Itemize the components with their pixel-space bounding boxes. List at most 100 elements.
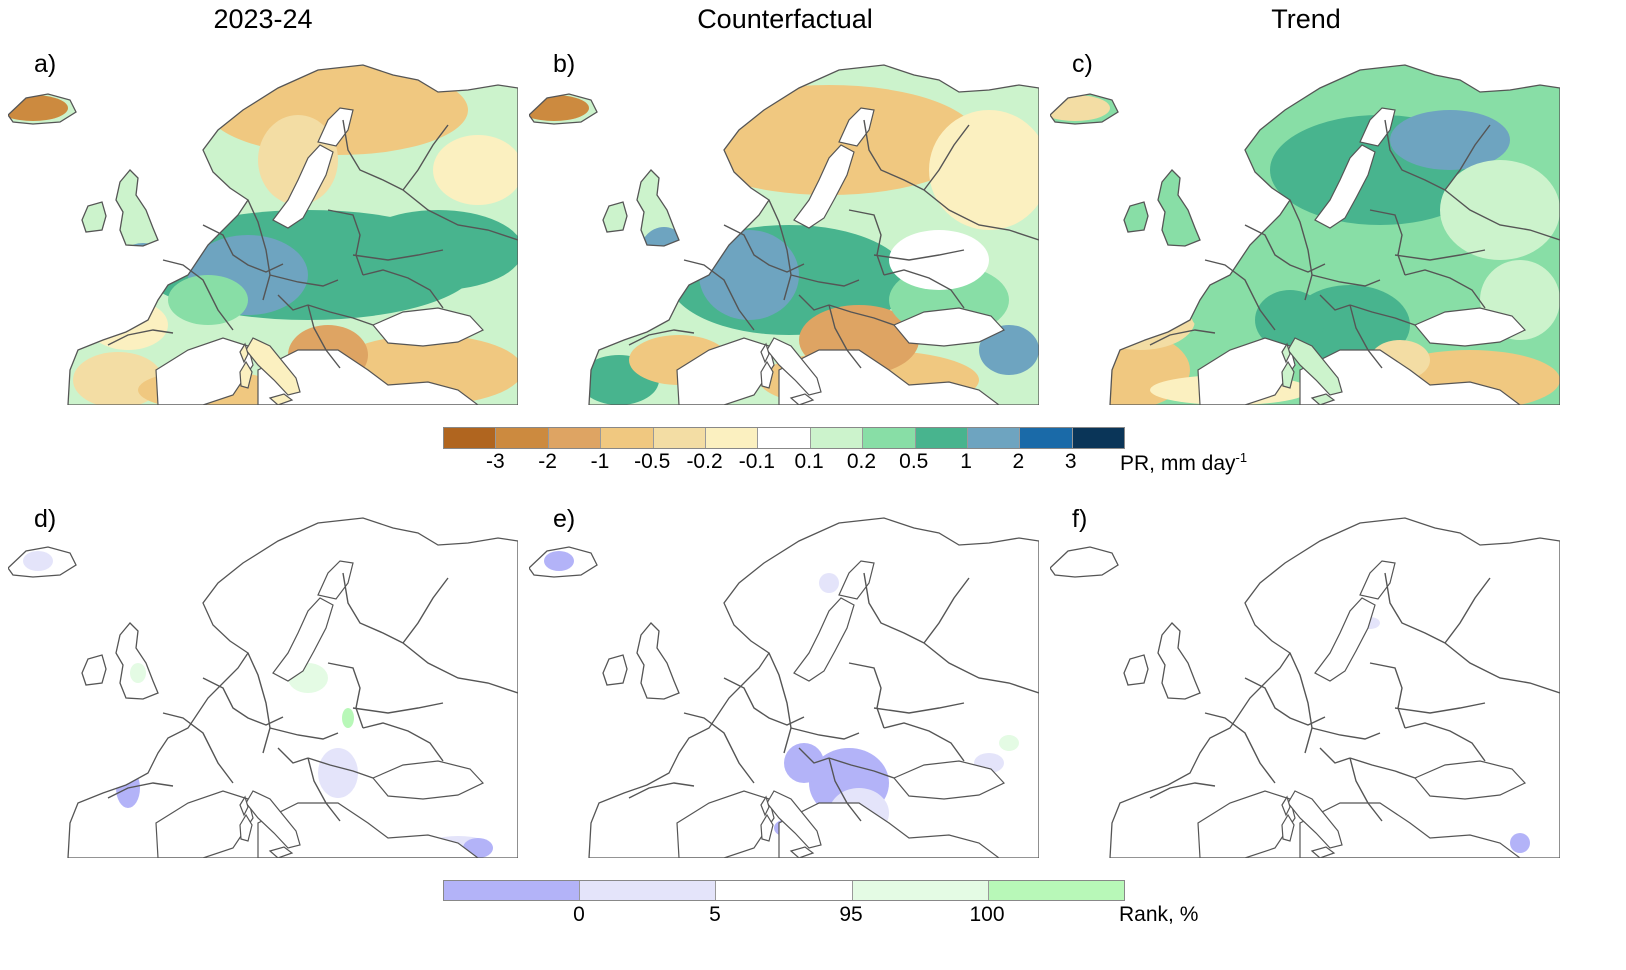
map-e-border bbox=[828, 757, 895, 779]
map-a-sea bbox=[372, 307, 484, 347]
map-b-field-patch bbox=[979, 325, 1039, 375]
map-c-border bbox=[1444, 124, 1491, 191]
map-d-coastline bbox=[81, 654, 107, 686]
pr-colorbar-swatch bbox=[1072, 428, 1125, 448]
map-d-coastline bbox=[67, 517, 518, 858]
map-c-coastline bbox=[1157, 169, 1201, 247]
rank-colorbar-swatch bbox=[988, 881, 1125, 900]
map-f-sea bbox=[1359, 560, 1396, 600]
map-d-sea bbox=[272, 597, 334, 682]
map-b-sea bbox=[838, 107, 875, 147]
map-a-field-patch bbox=[88, 300, 168, 350]
map-b-land bbox=[789, 393, 815, 405]
map-b-border bbox=[768, 199, 792, 301]
map-d-land bbox=[239, 795, 249, 817]
map-a-coastline bbox=[8, 93, 77, 125]
pr-colorbar-swatch bbox=[810, 428, 864, 448]
map-a-coastline bbox=[67, 64, 518, 405]
map-panel-e bbox=[529, 503, 1039, 858]
map-d-border bbox=[342, 572, 404, 644]
pr-colorbar-tick-label: -1 bbox=[590, 450, 610, 473]
map-b-border bbox=[628, 329, 695, 346]
map-a-land bbox=[245, 337, 301, 396]
map-b-border bbox=[683, 259, 755, 331]
map-d-field-patch bbox=[130, 663, 146, 683]
map-f-sea bbox=[1197, 790, 1296, 858]
map-e-border bbox=[873, 702, 965, 714]
map-e-sea bbox=[893, 760, 1005, 800]
map-c-border bbox=[1349, 304, 1416, 326]
map-d-border bbox=[107, 782, 174, 799]
map-c-coastline bbox=[1050, 93, 1119, 125]
pr-unit-superscript: -1 bbox=[1235, 450, 1248, 465]
map-a-border bbox=[307, 304, 341, 369]
map-b-coastline bbox=[636, 169, 680, 247]
rank-colorbar-tick-label: 95 bbox=[839, 903, 863, 926]
pr-colorbar-tick-label: -0.2 bbox=[686, 450, 723, 473]
map-c-field-patch bbox=[1255, 290, 1325, 350]
column-title-2023-24: 2023-24 bbox=[213, 4, 313, 34]
column-title-counterfactual: Counterfactual bbox=[697, 4, 873, 34]
map-c-border bbox=[1404, 269, 1486, 309]
map-e-border bbox=[923, 577, 970, 644]
map-b-coastline bbox=[588, 64, 1039, 405]
map-d-border bbox=[402, 642, 518, 694]
map-e-border bbox=[883, 722, 965, 762]
map-b-sea bbox=[893, 307, 1005, 347]
rank-colorbar-swatch bbox=[852, 881, 989, 900]
map-c-border bbox=[1319, 294, 1351, 311]
map-f-border bbox=[1394, 702, 1486, 714]
map-e-sea bbox=[676, 790, 775, 858]
map-a-land bbox=[239, 342, 249, 364]
map-c-canvas bbox=[1050, 64, 1560, 405]
map-d-border bbox=[277, 747, 309, 764]
map-a-field-patch bbox=[168, 275, 248, 325]
map-c-border bbox=[1289, 199, 1313, 301]
map-f-sea bbox=[1299, 802, 1521, 858]
map-d-land bbox=[239, 813, 253, 842]
map-a-border bbox=[307, 304, 374, 326]
map-e-coastline bbox=[602, 654, 628, 686]
map-c-land bbox=[1310, 393, 1336, 405]
map-d-sea bbox=[372, 760, 484, 800]
map-e-land bbox=[766, 790, 822, 849]
map-a-land bbox=[268, 393, 294, 405]
rank-colorbar bbox=[443, 880, 1125, 901]
map-d-border bbox=[307, 757, 374, 779]
map-b-border bbox=[873, 249, 965, 261]
pr-colorbar-tick-label: 0.2 bbox=[846, 450, 877, 473]
map-f-border bbox=[1319, 747, 1351, 764]
map-b-border bbox=[798, 294, 830, 311]
pr-colorbar-swatch bbox=[915, 428, 968, 448]
map-a-border bbox=[362, 269, 444, 309]
map-panel-c bbox=[1050, 50, 1560, 405]
map-c-field-patch bbox=[1085, 290, 1195, 350]
map-f-land bbox=[1310, 846, 1336, 858]
panel-label-d: d) bbox=[34, 505, 57, 533]
map-c-sea bbox=[1314, 144, 1376, 229]
map-b-land bbox=[766, 337, 822, 396]
map-d-border bbox=[247, 652, 271, 754]
panel-label-a: a) bbox=[34, 50, 57, 78]
map-f-border bbox=[1311, 727, 1381, 740]
map-f-coastline bbox=[1109, 517, 1560, 858]
map-f-land bbox=[1287, 790, 1343, 849]
map-e-border bbox=[798, 747, 830, 764]
map-e-border bbox=[828, 757, 862, 822]
map-c-sea bbox=[1359, 107, 1396, 147]
map-c-land bbox=[1281, 342, 1291, 364]
map-b-sea bbox=[793, 144, 855, 229]
map-d-land bbox=[245, 790, 301, 849]
panel-label-b: b) bbox=[553, 50, 576, 78]
map-e-sea bbox=[793, 597, 855, 682]
map-e-coastline bbox=[588, 517, 1039, 858]
column-title-trend: Trend bbox=[1271, 4, 1341, 34]
map-f-coastline bbox=[1157, 622, 1201, 700]
map-f-border bbox=[1289, 652, 1313, 754]
pr-colorbar-swatch bbox=[653, 428, 706, 448]
map-b-border bbox=[883, 269, 965, 309]
map-c-coastline bbox=[1123, 201, 1149, 233]
map-a-border bbox=[162, 259, 234, 331]
map-b-canvas bbox=[529, 64, 1039, 405]
map-d-sea bbox=[317, 560, 354, 600]
